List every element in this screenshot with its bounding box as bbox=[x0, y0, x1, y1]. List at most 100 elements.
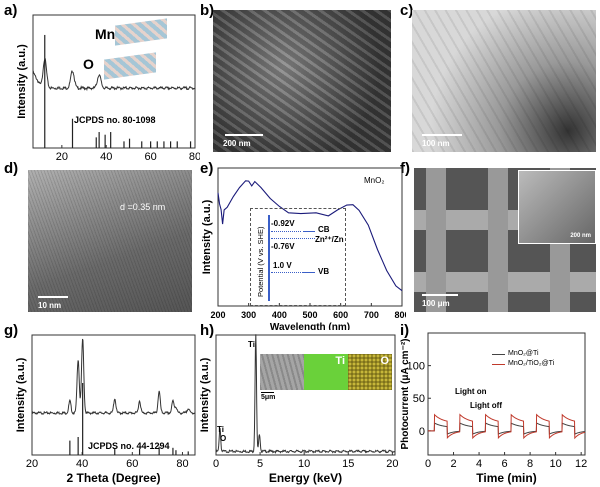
eds-map-ti: Ti bbox=[304, 354, 348, 390]
x-tick-label: 400 bbox=[272, 310, 287, 320]
x-tick-label: 12 bbox=[575, 458, 587, 470]
scale-bar bbox=[422, 134, 462, 136]
x-axis-label: 2 Theta (Degree) bbox=[67, 164, 161, 165]
x-tick-label: 80 bbox=[189, 151, 200, 163]
jcpds-label-g: JCPDS no. 44-1294 bbox=[88, 441, 170, 451]
x-tick-label: 200 bbox=[210, 310, 225, 320]
panel-label-a: a) bbox=[4, 2, 18, 19]
light-on-label: Light on bbox=[455, 387, 487, 396]
uvvis-spectrum-line bbox=[217, 180, 403, 292]
x-tick-label: 40 bbox=[76, 458, 88, 470]
x-tick-label: 20 bbox=[56, 151, 68, 163]
y-axis-label: Intensity (a.u.) bbox=[16, 44, 28, 119]
hrtem-image-d: d =0.35 nm 10 nm bbox=[28, 170, 192, 312]
cb-dotted-line bbox=[271, 231, 301, 232]
potential-axis-label: Potential (V vs. SHE) bbox=[256, 226, 265, 297]
tem-image-c: 100 nm bbox=[412, 10, 596, 152]
zn-label: Zn²⁺/Zn bbox=[315, 235, 344, 244]
plot-frame bbox=[32, 14, 196, 149]
cb-label: CB bbox=[318, 225, 330, 234]
x-tick-label: 20 bbox=[26, 458, 38, 470]
x-tick-label: 20 bbox=[386, 458, 398, 470]
photocurrent-series-line bbox=[428, 422, 586, 435]
chart-a-xrd: 20 40 60 80 2 Theta (Degree) Intensity (a.u.) bbox=[16, 14, 200, 165]
cb-value: -0.92V bbox=[271, 219, 295, 228]
x-tick-label: 40 bbox=[100, 151, 112, 163]
sem-image-f: 200 nm 100 μm bbox=[414, 168, 596, 312]
scale-bar bbox=[422, 294, 458, 296]
plot-frame bbox=[427, 332, 586, 456]
y-axis-label: Intensity (a.u.) bbox=[15, 357, 27, 432]
x-tick-label: 6 bbox=[502, 458, 508, 470]
x-axis-label: Time (min) bbox=[476, 471, 536, 485]
x-tick-label: 600 bbox=[333, 310, 348, 320]
photocurrent-series-line bbox=[428, 413, 586, 440]
eds-scale-bar bbox=[261, 392, 274, 393]
diffraction-pattern-line bbox=[31, 338, 196, 416]
y-axis-label: Intensity (a.u.) bbox=[201, 199, 213, 274]
x-tick-label: 4 bbox=[476, 458, 482, 470]
light-off-label: Light off bbox=[470, 401, 502, 410]
panel-label-h: h) bbox=[200, 322, 215, 339]
scale-bar-label: 100 μm bbox=[422, 299, 450, 308]
panel-label-c: c) bbox=[400, 2, 414, 19]
scale-bar-label: 200 nm bbox=[223, 139, 251, 148]
y-tick-label: 0 bbox=[419, 426, 425, 438]
panel-label-d: d) bbox=[4, 160, 19, 177]
plot-frame bbox=[31, 334, 196, 456]
cb-level bbox=[303, 231, 315, 232]
sem-image-b: 200 nm bbox=[213, 10, 391, 152]
eds-map-o: O bbox=[348, 354, 392, 390]
chart-g-xrd: 20 40 60 80 2 Theta (Degree) Intensity (a.u.) bbox=[15, 334, 196, 485]
diffraction-pattern-line bbox=[32, 58, 196, 92]
lattice-spacing-label: d =0.35 nm bbox=[120, 202, 166, 212]
x-tick-label: 0 bbox=[425, 458, 431, 470]
x-tick-label: 2 bbox=[450, 458, 456, 470]
jcpds-label-a: JCPDS no. 80-1098 bbox=[74, 115, 156, 125]
x-tick-label: 8 bbox=[527, 458, 533, 470]
legend-series-2: MnO₂/TiO₂@Ti bbox=[508, 360, 555, 367]
x-tick-label: 800 bbox=[394, 310, 406, 320]
x-tick-label: 700 bbox=[364, 310, 379, 320]
diffraction-pattern-line bbox=[215, 334, 396, 455]
y-axis-label: Photocurrent (μA cm⁻²) bbox=[400, 338, 411, 449]
legend-mno2: MnO₂ bbox=[364, 176, 385, 185]
inset-sem-image: 200 nm bbox=[518, 170, 596, 244]
vb-level bbox=[303, 272, 315, 273]
x-tick-label: 0 bbox=[213, 458, 219, 470]
panel-label-g: g) bbox=[4, 322, 19, 339]
vb-dotted-line bbox=[271, 272, 303, 273]
x-tick-label: 80 bbox=[176, 458, 188, 470]
scale-bar-label: 10 nm bbox=[38, 301, 62, 310]
y-tick-label: 100 bbox=[407, 361, 425, 373]
map-label-o: O bbox=[380, 355, 389, 367]
x-axis-label: Wavelength (nm) bbox=[270, 322, 350, 330]
inset-scale-label: 200 nm bbox=[570, 233, 591, 239]
legend-series-1: MnO₂@Ti bbox=[508, 350, 539, 357]
scale-bar bbox=[38, 296, 68, 298]
peak-label-o: O bbox=[220, 434, 227, 443]
chart-e-uvvis: 200 300 400 500 600 700 800 Wavelength (nm) Inte… bbox=[201, 167, 406, 330]
panel-label-e: e) bbox=[200, 160, 214, 177]
chart-i-photocurrent: 0 2 4 6 8 10 12 0 50 100 Time (min) Photocurrent (μ… bbox=[400, 332, 587, 485]
band-diagram-inset: Potential (V vs. SHE) -0.92V CB Zn²⁺/Zn … bbox=[250, 208, 346, 306]
x-axis-label: Energy (keV) bbox=[269, 471, 342, 485]
x-tick-label: 10 bbox=[550, 458, 562, 470]
y-tick-label: 50 bbox=[413, 393, 425, 405]
eds-scale-label: 5μm bbox=[261, 394, 276, 401]
atom-label-o: O bbox=[83, 56, 94, 72]
y-axis-label: Intensity (a.u.) bbox=[199, 357, 211, 432]
vb-label: VB bbox=[318, 267, 330, 276]
eds-sem-image bbox=[260, 354, 304, 390]
panel-label-b: b) bbox=[200, 2, 215, 19]
legend-swatch-1 bbox=[492, 354, 505, 355]
x-tick-label: 60 bbox=[144, 151, 156, 163]
zn-dotted-line bbox=[271, 238, 315, 239]
scale-bar bbox=[225, 134, 263, 136]
vb-value: 1.0 V bbox=[273, 261, 292, 270]
x-tick-label: 5 bbox=[257, 458, 263, 470]
atom-label-mn: Mn bbox=[95, 26, 116, 42]
x-tick-label: 300 bbox=[241, 310, 256, 320]
map-label-ti: Ti bbox=[335, 355, 345, 367]
